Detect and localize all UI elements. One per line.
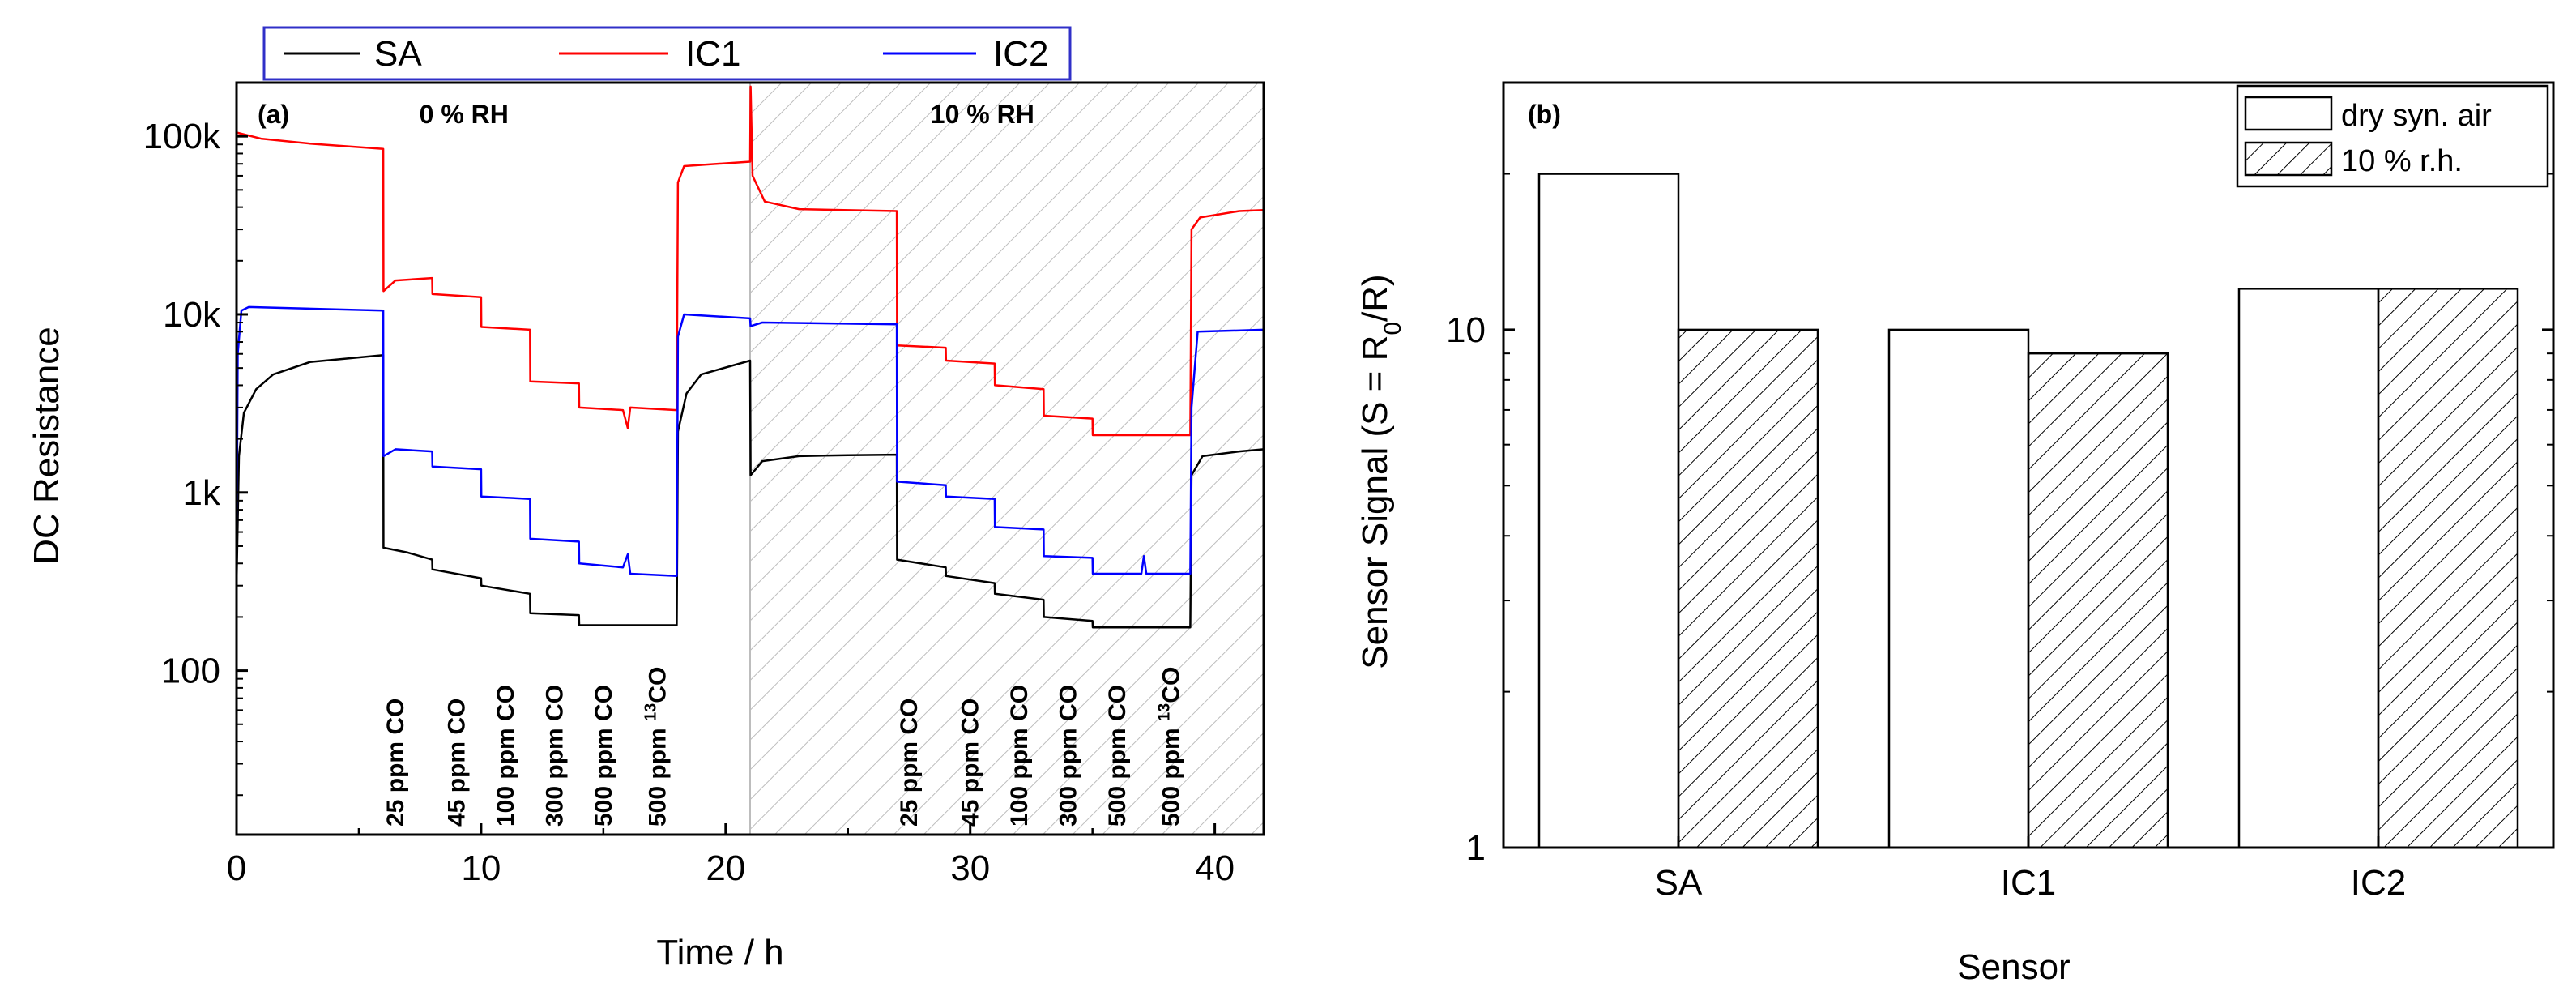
y-label-main: Sensor Signal (S = R [1355, 335, 1395, 669]
legend-label-dry: dry syn. air [2341, 99, 2492, 133]
panel-a-region-label-humid: 10 % RH [931, 100, 1034, 129]
gas-annotation: 300 ppm CO [1056, 685, 1082, 827]
bar-ic1-dry [1887, 328, 2030, 849]
gas-annotation: 25 ppm CO [382, 699, 409, 827]
y-tick-label: 100k [143, 117, 221, 156]
series-line-ic2 [235, 305, 1265, 578]
x-tick-label: 20 [706, 848, 745, 888]
panel-a-frame [235, 81, 1265, 836]
gas-annotation: 100 ppm CO [493, 685, 519, 827]
series-line-sa [235, 354, 1265, 629]
gas-annotation: 45 ppm CO [957, 699, 984, 827]
panel-a-region-label-dry: 0 % RH [420, 100, 509, 129]
gas-annotation: 500 ppm 13CO [1155, 667, 1184, 827]
bar-ic1-humid [2027, 352, 2169, 849]
y-label-sub: 0 [1380, 322, 1406, 335]
x-tick-label: 40 [1195, 848, 1235, 888]
y-tick-label: 1k [183, 473, 221, 513]
y-tick-label: 100 [161, 652, 220, 691]
panel-b-legend: dry syn. air 10 % r.h. [2236, 84, 2549, 188]
panel-a-ticks: 0 10 20 30 40 100 1k 10k 100k [143, 82, 1235, 888]
legend-swatch-dry [2244, 96, 2333, 131]
x-category-label: IC2 [2351, 863, 2406, 903]
y-tick-label: 10 [1446, 310, 1486, 350]
panel-a-x-axis-label: Time / h [656, 933, 783, 972]
panel-b-x-axis-label: Sensor [1957, 947, 2070, 987]
y-tick-label: 1 [1466, 828, 1486, 868]
panel-a-legend: SA IC1 IC2 [262, 26, 1072, 81]
gas-annotation: 500 ppm CO [1104, 685, 1131, 827]
gas-annotation: 100 ppm CO [1006, 685, 1033, 827]
bar-ic2-humid [2377, 288, 2519, 849]
gas-annotation: 25 ppm CO [896, 699, 923, 827]
bar-sa-dry [1537, 173, 1680, 849]
x-tick-label: 0 [227, 848, 246, 888]
gas-annotation: 500 ppm CO [591, 685, 617, 827]
panel-b-bars: SA IC1 IC2 [1537, 173, 2519, 903]
gas-annotation: 300 ppm CO [542, 685, 569, 827]
y-label-tail: /R) [1355, 274, 1395, 322]
x-tick-label: 30 [950, 848, 990, 888]
panel-b-ticks: 1 10 [1446, 82, 2553, 868]
panel-b: SA IC1 IC2 1 10 (b) Sensor Sensor Signal (S… [1355, 81, 2555, 987]
panel-b-frame [1502, 81, 2555, 849]
legend-label-humid: 10 % r.h. [2341, 144, 2463, 178]
gas-annotation: 500 ppm 13CO [642, 667, 671, 827]
y-tick-label: 10k [163, 295, 221, 335]
legend-label-ic1: IC1 [685, 34, 740, 74]
panel-a-series [235, 85, 1265, 629]
panel-a-label: (a) [258, 100, 289, 129]
x-category-label: SA [1655, 863, 1703, 903]
bar-ic2-dry [2237, 288, 2380, 849]
bar-sa-humid [1677, 328, 1819, 849]
panel-b-label: (b) [1528, 100, 1561, 129]
panel-a-annotations: 25 ppm CO 45 ppm CO 100 ppm CO 300 ppm CO 50… [382, 667, 1184, 827]
legend-label-ic2: IC2 [993, 34, 1048, 74]
panel-a-humid-region [750, 83, 1264, 835]
x-tick-label: 10 [461, 848, 501, 888]
gas-annotation: 45 ppm CO [444, 699, 471, 827]
panel-b-y-axis-label: Sensor Signal (S = R0/R) [1355, 274, 1406, 669]
legend-swatch-humid [2244, 141, 2333, 177]
legend-label-sa: SA [374, 34, 422, 74]
panel-a-y-axis-label: DC Resistance [27, 327, 66, 564]
panel-a: 0 10 20 30 40 100 1k 10k 100k 25 ppm CO 45 ppm CO… [27, 26, 1265, 972]
x-category-label: IC1 [2001, 863, 2056, 903]
series-line-ic1 [236, 85, 1265, 437]
